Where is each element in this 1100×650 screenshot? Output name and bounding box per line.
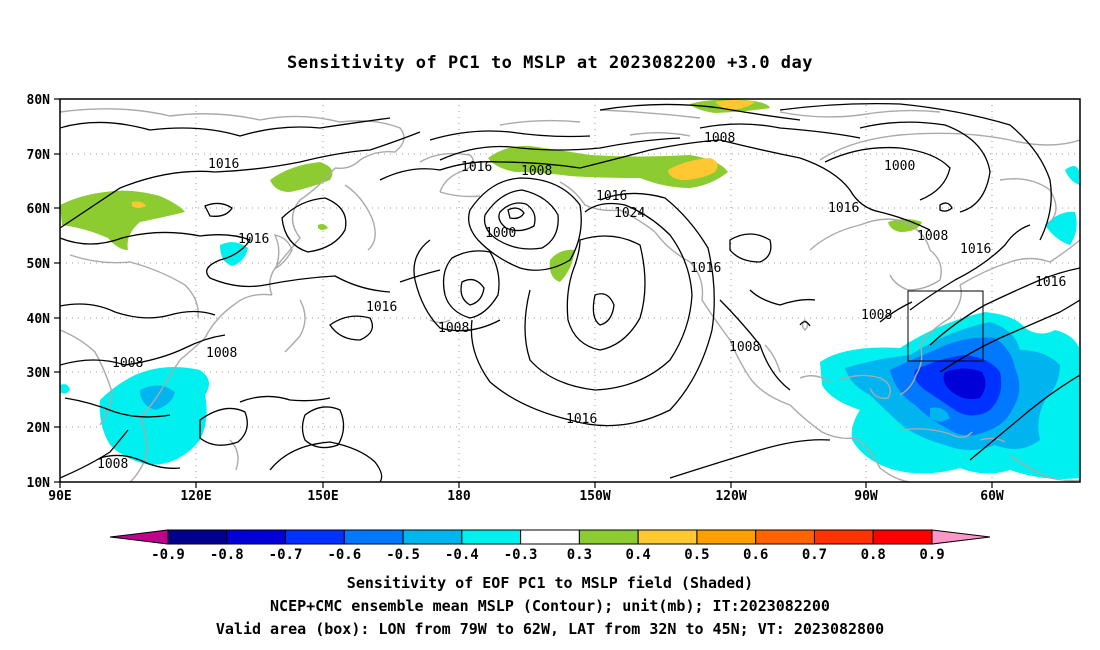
contour-label: 1016: [596, 189, 627, 204]
lat-tick-label: 20N: [27, 421, 51, 436]
contour-label: 1008: [729, 340, 760, 355]
colorbar-swatch: [285, 529, 345, 545]
contour-label: 1024: [614, 206, 645, 221]
longitude-tick-labels: 90E 120E 150E 180 150W 120W 90W 60W: [48, 489, 1004, 504]
lat-tick-label: 70N: [27, 148, 51, 163]
colorbar-tick-label: 0.5: [684, 547, 709, 563]
colorbar-tick-label: 0.7: [802, 547, 827, 563]
contour-label: 1008: [704, 131, 735, 146]
colorbar-tick-label: 0.9: [919, 547, 944, 563]
contour-label: 1008: [861, 308, 892, 323]
colorbar-arrow-low: [109, 529, 169, 545]
colorbar-swatch: [343, 529, 404, 545]
contour-label: 1000: [884, 159, 915, 174]
colorbar-tick-label: -0.8: [210, 547, 244, 563]
lat-tick-label: 50N: [27, 257, 51, 272]
colorbar-swatch: [637, 529, 698, 545]
lon-tick-label: 90W: [854, 489, 878, 504]
colorbar-tick-label: 0.3: [567, 547, 592, 563]
contour-label: 1008: [206, 346, 237, 361]
lon-tick-label: 60W: [980, 489, 1004, 504]
colorbar-swatch: [578, 529, 639, 545]
caption-shading: Sensitivity of EOF PC1 to MSLP field (Sh…: [346, 574, 754, 592]
colorbar-swatch: [520, 529, 580, 545]
coastlines: [60, 108, 1080, 482]
lat-tick-label: 30N: [27, 366, 51, 381]
contour-label: 1000: [485, 226, 516, 241]
colorbar-tick-label: -0.3: [504, 547, 538, 563]
colorbar-tick-label: 0.8: [861, 547, 886, 563]
colorbar-tick-label: 0.4: [626, 547, 651, 563]
lon-tick-label: 150E: [307, 489, 338, 504]
contour-label: 1016: [461, 160, 492, 175]
colorbar-swatch: [167, 529, 228, 545]
contour-label: 1016: [828, 201, 859, 216]
axis-tick-marks: [54, 98, 993, 488]
contour-labels: 1016 1016 1016 1016 1016 1016 1016 1016 …: [97, 131, 1066, 472]
mslp-contours: [60, 102, 1080, 482]
colorbar-tick-label: -0.5: [386, 547, 420, 563]
colorbar-tick-label: -0.9: [151, 547, 185, 563]
contour-label: 1008: [112, 356, 143, 371]
colorbar-tick-label: 0.6: [743, 547, 768, 563]
colorbar-swatch: [226, 529, 287, 545]
contour-label: 1016: [208, 157, 239, 172]
lat-tick-label: 80N: [27, 93, 51, 108]
lon-tick-label: 120W: [715, 489, 746, 504]
latitude-tick-labels: 10N 20N 30N 40N 50N 60N 70N 80N: [27, 93, 51, 491]
contour-label: 1016: [960, 242, 991, 257]
colorbar-swatch: [461, 529, 522, 545]
colorbar-tick-label: -0.4: [445, 547, 479, 563]
colorbar-tick-label: -0.7: [269, 547, 303, 563]
contour-label: 1008: [97, 457, 128, 472]
contour-label: 1008: [438, 321, 469, 336]
contour-label: 1008: [521, 164, 552, 179]
contour-label: 1008: [917, 229, 948, 244]
caption-valid-area: Valid area (box): LON from 79W to 62W, L…: [215, 620, 885, 638]
lat-tick-label: 60N: [27, 202, 51, 217]
lon-tick-label: 150W: [579, 489, 610, 504]
valid-area-box: [907, 290, 984, 362]
contour-label: 1016: [238, 232, 269, 247]
colorbar-swatch: [872, 529, 933, 545]
shading-negative: [60, 166, 1080, 479]
lat-tick-label: 40N: [27, 312, 51, 327]
colorbar-swatch: [813, 529, 874, 545]
colorbar: -0.9 -0.8 -0.7 -0.6 -0.5 -0.4 -0.3 0.3 0.4 0.5 0.6…: [109, 529, 991, 563]
colorbar-swatch: [755, 529, 815, 545]
lon-tick-label: 180: [447, 489, 471, 504]
map-plot-area: 1016 1016 1016 1016 1016 1016 1016 1016 …: [27, 93, 1081, 504]
colorbar-tick-label: -0.6: [327, 547, 361, 563]
map-frame: [59, 98, 1081, 483]
figure-title: Sensitivity of PC1 to MSLP at 2023082200…: [287, 53, 813, 73]
contour-label: 1016: [366, 300, 397, 315]
contour-label: 1016: [690, 261, 721, 276]
shading-positive: [60, 99, 922, 282]
lon-tick-label: 90E: [48, 489, 71, 504]
colorbar-swatch: [402, 529, 463, 545]
lon-tick-label: 120E: [180, 489, 211, 504]
contour-label: 1016: [566, 412, 597, 427]
contour-label: 1016: [1035, 275, 1066, 290]
lat-tick-label: 10N: [27, 476, 51, 491]
caption-contour: NCEP+CMC ensemble mean MSLP (Contour); u…: [270, 597, 830, 615]
colorbar-arrow-high: [931, 529, 991, 545]
colorbar-swatch: [696, 529, 757, 545]
